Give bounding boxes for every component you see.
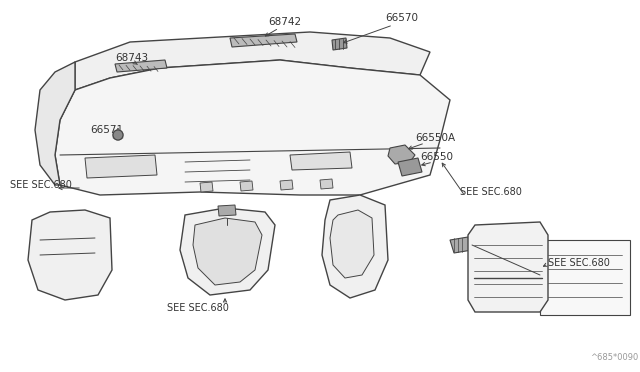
Polygon shape — [55, 60, 450, 195]
Polygon shape — [450, 237, 472, 253]
Polygon shape — [75, 32, 430, 90]
Polygon shape — [230, 34, 297, 47]
Polygon shape — [320, 179, 333, 189]
Polygon shape — [332, 38, 347, 50]
Polygon shape — [85, 155, 157, 178]
Circle shape — [52, 262, 68, 278]
Polygon shape — [200, 182, 213, 192]
Polygon shape — [115, 60, 167, 72]
Polygon shape — [193, 218, 262, 285]
Text: 68743: 68743 — [115, 53, 148, 63]
Polygon shape — [322, 195, 388, 298]
Polygon shape — [280, 180, 293, 190]
Text: 66550: 66550 — [420, 152, 453, 162]
Polygon shape — [398, 158, 422, 176]
Text: SEE SEC.680: SEE SEC.680 — [548, 258, 610, 268]
Circle shape — [351, 250, 361, 260]
Text: 66550A: 66550A — [415, 133, 455, 143]
Text: SEE SEC.680: SEE SEC.680 — [10, 180, 72, 190]
Polygon shape — [113, 128, 123, 138]
Text: SEE SEC.680: SEE SEC.680 — [460, 187, 522, 197]
Text: 66570: 66570 — [385, 13, 418, 23]
Polygon shape — [240, 181, 253, 191]
Polygon shape — [330, 210, 374, 278]
Circle shape — [113, 130, 123, 140]
Text: SEE SEC.680: SEE SEC.680 — [167, 303, 229, 313]
Polygon shape — [218, 205, 236, 216]
Text: ^685*0090: ^685*0090 — [590, 353, 638, 362]
Polygon shape — [28, 210, 112, 300]
Polygon shape — [290, 152, 352, 170]
Polygon shape — [388, 145, 415, 164]
Polygon shape — [180, 208, 275, 295]
Polygon shape — [35, 62, 75, 185]
Text: 68742: 68742 — [268, 17, 301, 27]
Polygon shape — [468, 222, 548, 312]
Text: 66571: 66571 — [90, 125, 123, 135]
Bar — [540, 240, 630, 315]
